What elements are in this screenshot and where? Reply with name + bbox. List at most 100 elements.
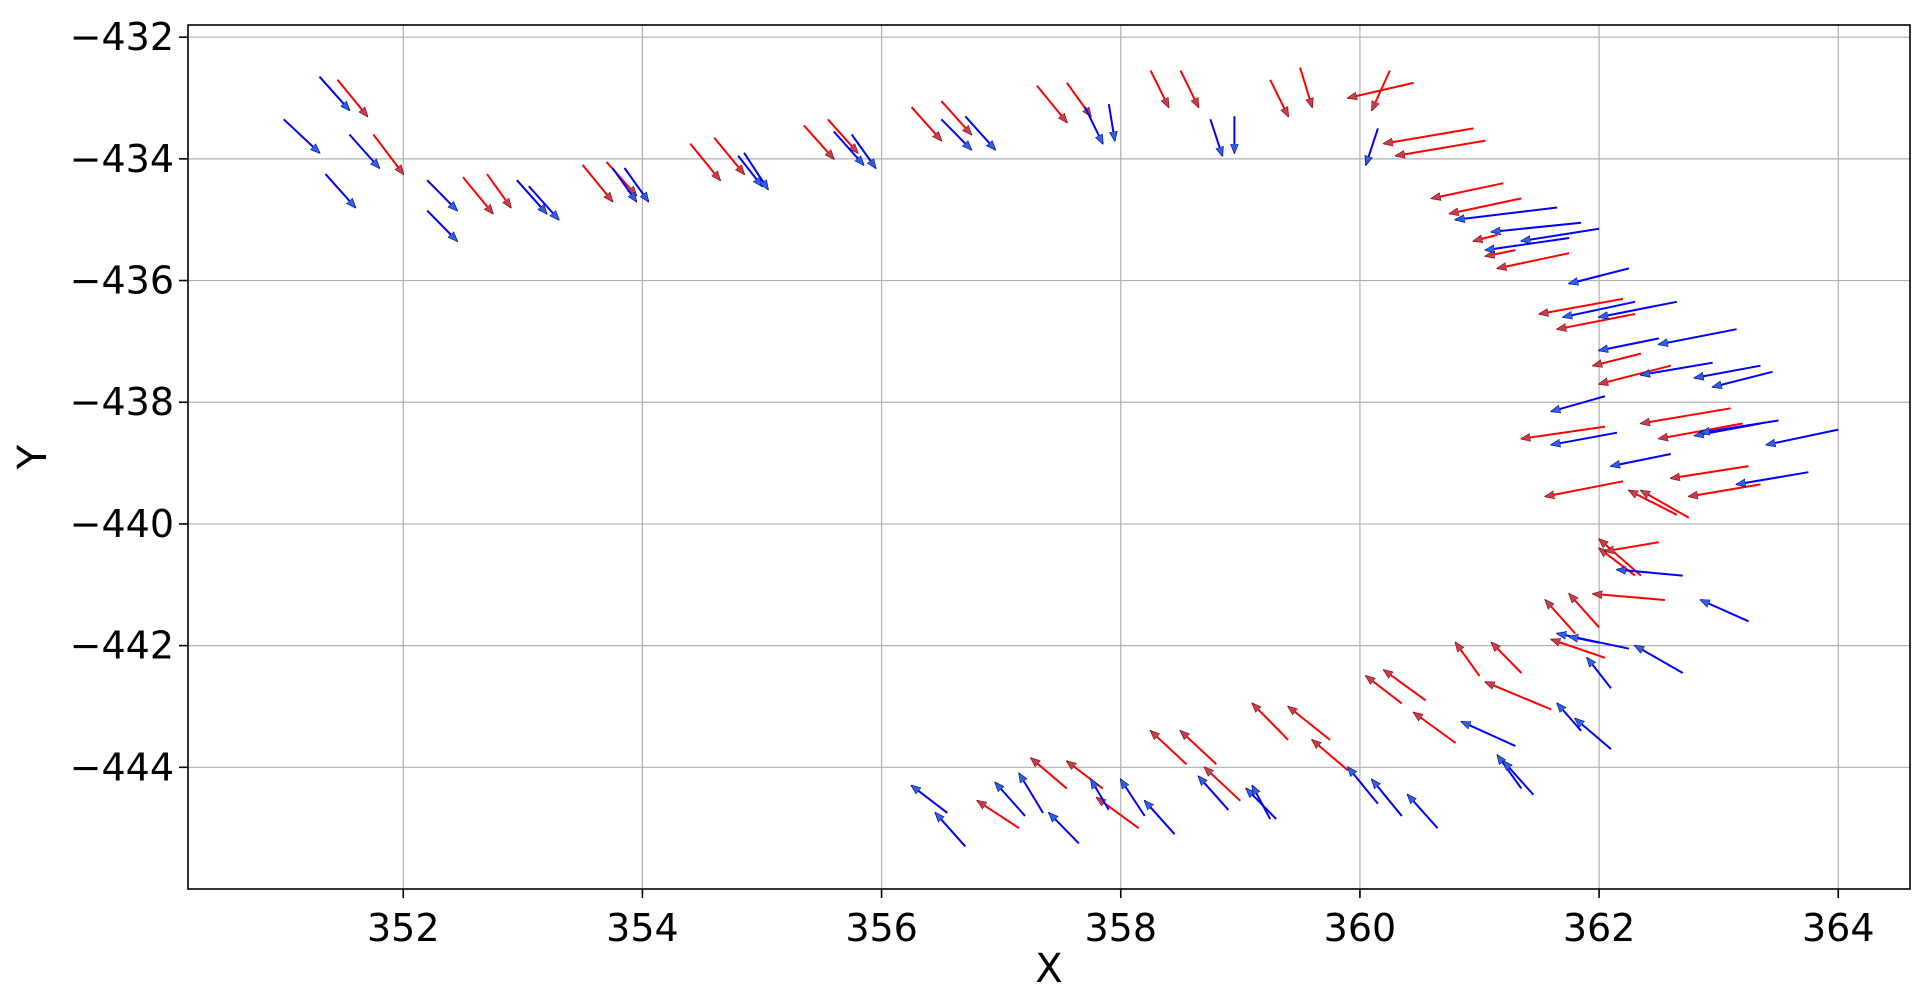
blue-arrow	[935, 813, 967, 848]
red-arrow	[1569, 594, 1600, 629]
red-arrow	[1557, 313, 1636, 329]
blue-arrow	[995, 783, 1026, 817]
blue-arrow	[528, 185, 559, 220]
blue-arrow	[1209, 118, 1222, 156]
red-arrow	[1497, 252, 1570, 268]
red-arrow	[1181, 731, 1218, 766]
blue-arrow	[1492, 221, 1582, 232]
red-arrow	[1149, 70, 1170, 108]
red-arrow	[1593, 594, 1665, 601]
red-arrow	[940, 100, 971, 134]
blue-arrow	[1486, 237, 1570, 250]
blue-arrow	[1145, 801, 1176, 835]
blue-arrow	[1049, 813, 1080, 845]
x-tick-label: 358	[1084, 906, 1157, 950]
x-tick-label: 354	[606, 906, 679, 950]
red-arrow	[1031, 758, 1068, 790]
blue-arrow	[1599, 300, 1677, 317]
blue-arrow	[1521, 227, 1600, 241]
arrow-layer	[283, 67, 1839, 848]
red-arrow	[689, 142, 720, 181]
blue-arrow	[426, 209, 457, 241]
red-arrow	[1396, 139, 1486, 156]
blue-arrow	[743, 152, 768, 190]
blue-arrow	[1701, 599, 1750, 623]
y-tick-label: −432	[70, 15, 174, 59]
x-axis-ticks: 352 354 356 358 360 362 364	[367, 889, 1875, 950]
red-arrow	[1641, 491, 1690, 519]
blue-arrow	[1497, 755, 1523, 790]
blue-arrow	[1462, 720, 1516, 747]
red-arrow	[1366, 676, 1403, 705]
red-arrow	[1551, 640, 1606, 659]
blue-arrow	[318, 76, 350, 111]
blue-arrow	[623, 167, 649, 202]
blue-arrow	[1366, 128, 1379, 165]
blue-arrow	[516, 179, 547, 213]
blue-arrow	[1348, 767, 1379, 805]
blue-arrow	[324, 173, 356, 207]
red-arrow	[1629, 489, 1678, 516]
blue-arrow	[1551, 395, 1606, 411]
x-tick-label: 352	[367, 906, 440, 950]
x-tick-label: 360	[1324, 906, 1397, 950]
x-tick-label: 356	[845, 906, 918, 950]
blue-arrow	[912, 786, 949, 814]
red-arrow	[1545, 600, 1576, 635]
red-arrow	[605, 161, 637, 196]
blue-arrow	[1587, 658, 1612, 689]
red-arrow	[1414, 713, 1457, 744]
y-tick-label: −434	[70, 137, 174, 181]
red-arrow	[1205, 767, 1241, 802]
red-arrow	[1599, 539, 1642, 577]
red-arrow	[1288, 707, 1331, 741]
red-arrow	[462, 176, 493, 214]
grid-lines	[188, 25, 1910, 889]
red-arrow	[1384, 670, 1427, 702]
red-arrow	[910, 106, 942, 141]
red-arrow	[1151, 731, 1188, 766]
blue-arrow	[964, 115, 995, 149]
blue-arrow	[1456, 206, 1558, 220]
red-arrow	[581, 164, 613, 202]
blue-arrow	[1737, 471, 1809, 484]
blue-arrow	[1611, 453, 1671, 466]
red-arrow	[1593, 352, 1642, 366]
blue-arrow	[1701, 419, 1779, 433]
blue-arrow	[1557, 703, 1582, 732]
y-axis-ticks: −432 −434 −436 −438 −440 −442 −444	[70, 15, 188, 789]
blue-arrow	[833, 130, 864, 165]
y-tick-label: −444	[70, 745, 174, 789]
blue-arrow	[1084, 106, 1104, 144]
blue-arrow	[1569, 267, 1630, 283]
x-tick-label: 362	[1563, 906, 1636, 950]
blue-arrow	[1713, 370, 1773, 387]
blue-arrow	[1372, 780, 1403, 817]
blue-arrow	[1695, 364, 1761, 378]
red-arrow	[1370, 70, 1391, 111]
x-tick-label: 364	[1802, 906, 1875, 950]
blue-arrow	[611, 167, 637, 202]
blue-arrow	[1617, 570, 1683, 577]
blue-arrow	[1563, 300, 1636, 317]
y-tick-label: −442	[70, 624, 174, 668]
y-tick-label: −438	[70, 380, 174, 424]
blue-arrow	[1551, 431, 1618, 445]
red-arrow	[1252, 703, 1289, 741]
blue-arrow	[348, 133, 379, 169]
red-arrow	[827, 118, 858, 153]
red-arrow	[336, 79, 368, 117]
red-arrow	[1599, 364, 1672, 384]
blue-arrow	[1019, 773, 1044, 814]
blue-arrow	[737, 155, 762, 186]
red-arrow	[1492, 643, 1523, 674]
red-arrow	[1450, 197, 1522, 213]
blue-arrow	[1503, 761, 1535, 796]
blue-arrow	[283, 118, 320, 153]
blue-arrow	[1635, 646, 1684, 674]
blue-arrow	[940, 118, 971, 149]
red-arrow	[1384, 127, 1474, 143]
red-arrow	[1036, 85, 1067, 123]
y-axis-label: Y	[10, 444, 56, 470]
red-arrow	[1299, 67, 1312, 108]
